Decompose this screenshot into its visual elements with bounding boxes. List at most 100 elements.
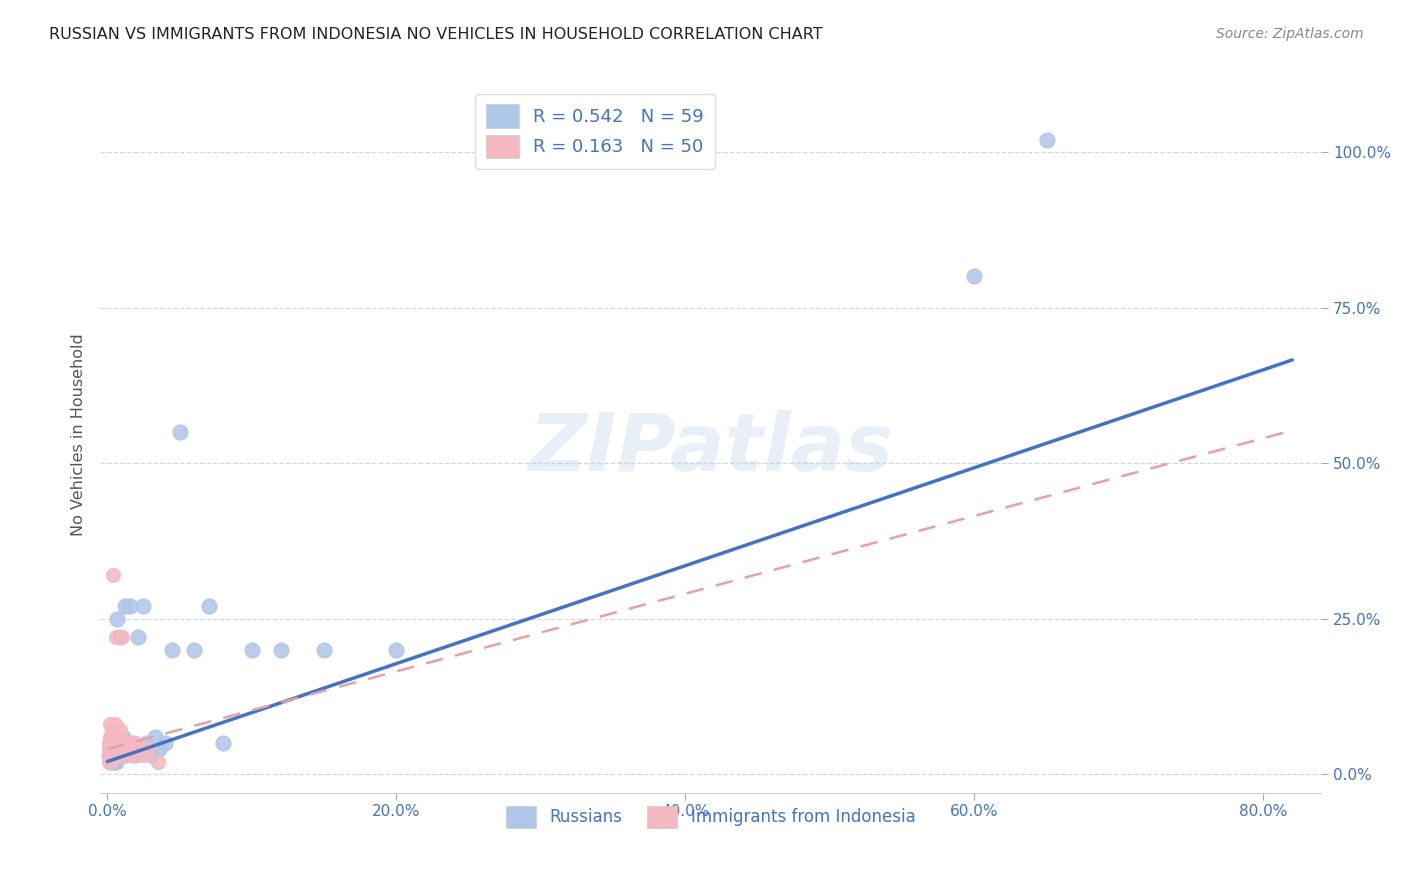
Point bbox=[114, 599, 136, 613]
Point bbox=[98, 717, 121, 731]
Point bbox=[108, 730, 131, 744]
Point bbox=[98, 755, 121, 769]
Point bbox=[162, 642, 184, 657]
Point bbox=[121, 748, 143, 763]
Point bbox=[118, 742, 141, 756]
Point bbox=[129, 742, 152, 756]
Point bbox=[103, 748, 125, 763]
Point bbox=[110, 742, 132, 756]
Point bbox=[128, 742, 150, 756]
Point bbox=[143, 730, 166, 744]
Point bbox=[121, 736, 143, 750]
Point bbox=[124, 742, 146, 756]
Y-axis label: No Vehicles in Household: No Vehicles in Household bbox=[72, 334, 86, 536]
Text: RUSSIAN VS IMMIGRANTS FROM INDONESIA NO VEHICLES IN HOUSEHOLD CORRELATION CHART: RUSSIAN VS IMMIGRANTS FROM INDONESIA NO … bbox=[49, 27, 823, 42]
Point bbox=[146, 755, 169, 769]
Point bbox=[183, 642, 205, 657]
Point bbox=[197, 599, 219, 613]
Point bbox=[117, 736, 139, 750]
Point bbox=[101, 748, 124, 763]
Point bbox=[100, 723, 122, 738]
Point bbox=[153, 736, 176, 750]
Point bbox=[100, 742, 122, 756]
Point bbox=[111, 736, 134, 750]
Point bbox=[115, 748, 138, 763]
Text: ZIPatlas: ZIPatlas bbox=[529, 410, 893, 488]
Point bbox=[103, 736, 125, 750]
Point bbox=[314, 642, 336, 657]
Point bbox=[124, 748, 146, 763]
Point bbox=[103, 717, 125, 731]
Point bbox=[100, 730, 122, 744]
Point bbox=[98, 730, 121, 744]
Point bbox=[107, 611, 129, 625]
Point bbox=[108, 736, 131, 750]
Point bbox=[101, 736, 124, 750]
Point bbox=[122, 736, 145, 750]
Point bbox=[270, 642, 292, 657]
Point bbox=[97, 755, 120, 769]
Point bbox=[110, 742, 132, 756]
Point bbox=[107, 736, 129, 750]
Point bbox=[112, 742, 135, 756]
Point bbox=[110, 723, 132, 738]
Point bbox=[101, 568, 124, 582]
Point bbox=[100, 736, 122, 750]
Point bbox=[120, 748, 142, 763]
Point bbox=[101, 742, 124, 756]
Legend: Russians, Immigrants from Indonesia: Russians, Immigrants from Indonesia bbox=[499, 799, 922, 834]
Point bbox=[105, 748, 128, 763]
Point bbox=[136, 742, 159, 756]
Point bbox=[240, 642, 263, 657]
Point bbox=[120, 599, 142, 613]
Point bbox=[100, 730, 122, 744]
Point bbox=[127, 630, 149, 644]
Point bbox=[385, 642, 408, 657]
Point bbox=[212, 736, 235, 750]
Point bbox=[107, 742, 129, 756]
Point bbox=[112, 736, 135, 750]
Point bbox=[103, 742, 125, 756]
Point bbox=[97, 748, 120, 763]
Point bbox=[103, 742, 125, 756]
Point bbox=[108, 748, 131, 763]
Point bbox=[101, 755, 124, 769]
Point bbox=[1035, 133, 1057, 147]
Point bbox=[111, 742, 134, 756]
Point bbox=[103, 748, 125, 763]
Point bbox=[98, 755, 121, 769]
Point bbox=[135, 736, 157, 750]
Point bbox=[118, 742, 141, 756]
Point bbox=[105, 748, 128, 763]
Point bbox=[97, 742, 120, 756]
Point bbox=[110, 748, 132, 763]
Text: Source: ZipAtlas.com: Source: ZipAtlas.com bbox=[1216, 27, 1364, 41]
Point bbox=[139, 748, 162, 763]
Point bbox=[101, 748, 124, 763]
Point bbox=[105, 730, 128, 744]
Point bbox=[103, 730, 125, 744]
Point bbox=[108, 748, 131, 763]
Point bbox=[111, 630, 134, 644]
Point bbox=[108, 742, 131, 756]
Point bbox=[98, 742, 121, 756]
Point bbox=[107, 748, 129, 763]
Point bbox=[115, 748, 138, 763]
Point bbox=[122, 742, 145, 756]
Point bbox=[108, 736, 131, 750]
Point bbox=[110, 630, 132, 644]
Point bbox=[105, 736, 128, 750]
Point bbox=[100, 748, 122, 763]
Point bbox=[98, 736, 121, 750]
Point bbox=[111, 748, 134, 763]
Point bbox=[98, 748, 121, 763]
Point bbox=[100, 748, 122, 763]
Point bbox=[105, 630, 128, 644]
Point bbox=[100, 742, 122, 756]
Point bbox=[963, 269, 986, 284]
Point bbox=[148, 742, 170, 756]
Point bbox=[97, 748, 120, 763]
Point bbox=[125, 748, 148, 763]
Point bbox=[107, 748, 129, 763]
Point bbox=[132, 748, 155, 763]
